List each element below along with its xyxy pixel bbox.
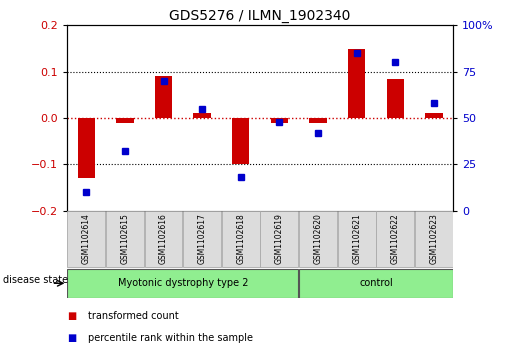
- Text: GSM1102614: GSM1102614: [82, 213, 91, 264]
- Text: percentile rank within the sample: percentile rank within the sample: [88, 333, 252, 343]
- Bar: [299, 269, 453, 298]
- Bar: [415, 211, 453, 267]
- Bar: [67, 269, 298, 298]
- Bar: [387, 79, 404, 118]
- Bar: [376, 211, 414, 267]
- Text: transformed count: transformed count: [88, 311, 178, 321]
- Text: ■: ■: [67, 311, 76, 321]
- Text: GSM1102616: GSM1102616: [159, 213, 168, 264]
- Text: GSM1102618: GSM1102618: [236, 213, 245, 264]
- Text: GSM1102620: GSM1102620: [314, 213, 322, 264]
- Bar: [271, 118, 288, 123]
- Bar: [78, 118, 95, 178]
- Bar: [145, 211, 182, 267]
- Bar: [348, 49, 365, 118]
- Bar: [299, 211, 337, 267]
- Bar: [232, 118, 249, 164]
- Bar: [338, 211, 375, 267]
- Bar: [116, 118, 133, 123]
- Bar: [425, 113, 442, 118]
- Text: GSM1102615: GSM1102615: [121, 213, 129, 264]
- Bar: [194, 113, 211, 118]
- Bar: [67, 211, 105, 267]
- Text: disease state: disease state: [3, 275, 67, 285]
- Text: control: control: [359, 278, 393, 288]
- Bar: [155, 76, 172, 118]
- Text: Myotonic dystrophy type 2: Myotonic dystrophy type 2: [117, 278, 248, 288]
- Text: ■: ■: [67, 333, 76, 343]
- Text: GSM1102621: GSM1102621: [352, 213, 361, 264]
- Bar: [261, 211, 298, 267]
- Text: GSM1102622: GSM1102622: [391, 213, 400, 264]
- Text: GSM1102617: GSM1102617: [198, 213, 207, 264]
- Bar: [222, 211, 260, 267]
- Title: GDS5276 / ILMN_1902340: GDS5276 / ILMN_1902340: [169, 9, 351, 23]
- Text: GSM1102619: GSM1102619: [275, 213, 284, 264]
- Text: GSM1102623: GSM1102623: [430, 213, 438, 264]
- Bar: [183, 211, 221, 267]
- Bar: [310, 118, 327, 123]
- Bar: [106, 211, 144, 267]
